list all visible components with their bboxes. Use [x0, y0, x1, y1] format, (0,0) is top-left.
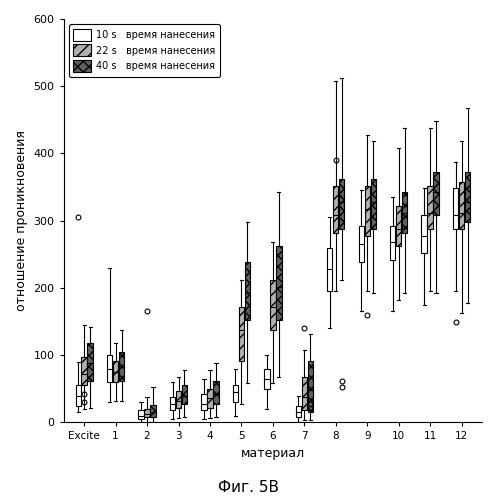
- Bar: [113, 360, 118, 382]
- Bar: [308, 360, 313, 412]
- Bar: [239, 307, 244, 360]
- Bar: [233, 386, 238, 402]
- Bar: [370, 179, 376, 229]
- Bar: [333, 186, 338, 233]
- Bar: [245, 262, 250, 320]
- Bar: [276, 246, 281, 320]
- Bar: [396, 206, 402, 246]
- Bar: [151, 405, 156, 417]
- Bar: [264, 368, 269, 389]
- Bar: [358, 226, 364, 262]
- Bar: [390, 226, 395, 260]
- Bar: [296, 406, 301, 417]
- Legend: 10 s   время нанесения, 22 s   время нанесения, 40 s   время нанесения: 10 s время нанесения, 22 s время нанесен…: [69, 24, 220, 77]
- Bar: [76, 386, 81, 406]
- Bar: [339, 179, 344, 229]
- Text: Фиг. 5В: Фиг. 5В: [218, 480, 279, 495]
- Bar: [433, 172, 439, 216]
- Bar: [421, 216, 427, 253]
- Bar: [453, 188, 458, 229]
- Bar: [119, 352, 124, 380]
- Bar: [170, 397, 175, 410]
- Bar: [270, 280, 275, 330]
- Bar: [364, 186, 370, 236]
- Bar: [465, 172, 470, 222]
- Bar: [427, 186, 433, 229]
- Bar: [82, 356, 87, 386]
- Bar: [402, 192, 408, 233]
- Bar: [201, 394, 207, 410]
- Bar: [207, 389, 213, 407]
- Bar: [176, 392, 181, 407]
- Bar: [459, 182, 464, 229]
- Bar: [138, 410, 144, 419]
- Y-axis label: отношение проникновения: отношение проникновения: [15, 130, 28, 311]
- Bar: [213, 380, 219, 404]
- Bar: [327, 248, 332, 292]
- Bar: [182, 385, 187, 404]
- Bar: [302, 376, 307, 410]
- Bar: [87, 343, 93, 380]
- X-axis label: материал: материал: [241, 447, 305, 460]
- Bar: [145, 409, 150, 417]
- Bar: [107, 355, 112, 382]
